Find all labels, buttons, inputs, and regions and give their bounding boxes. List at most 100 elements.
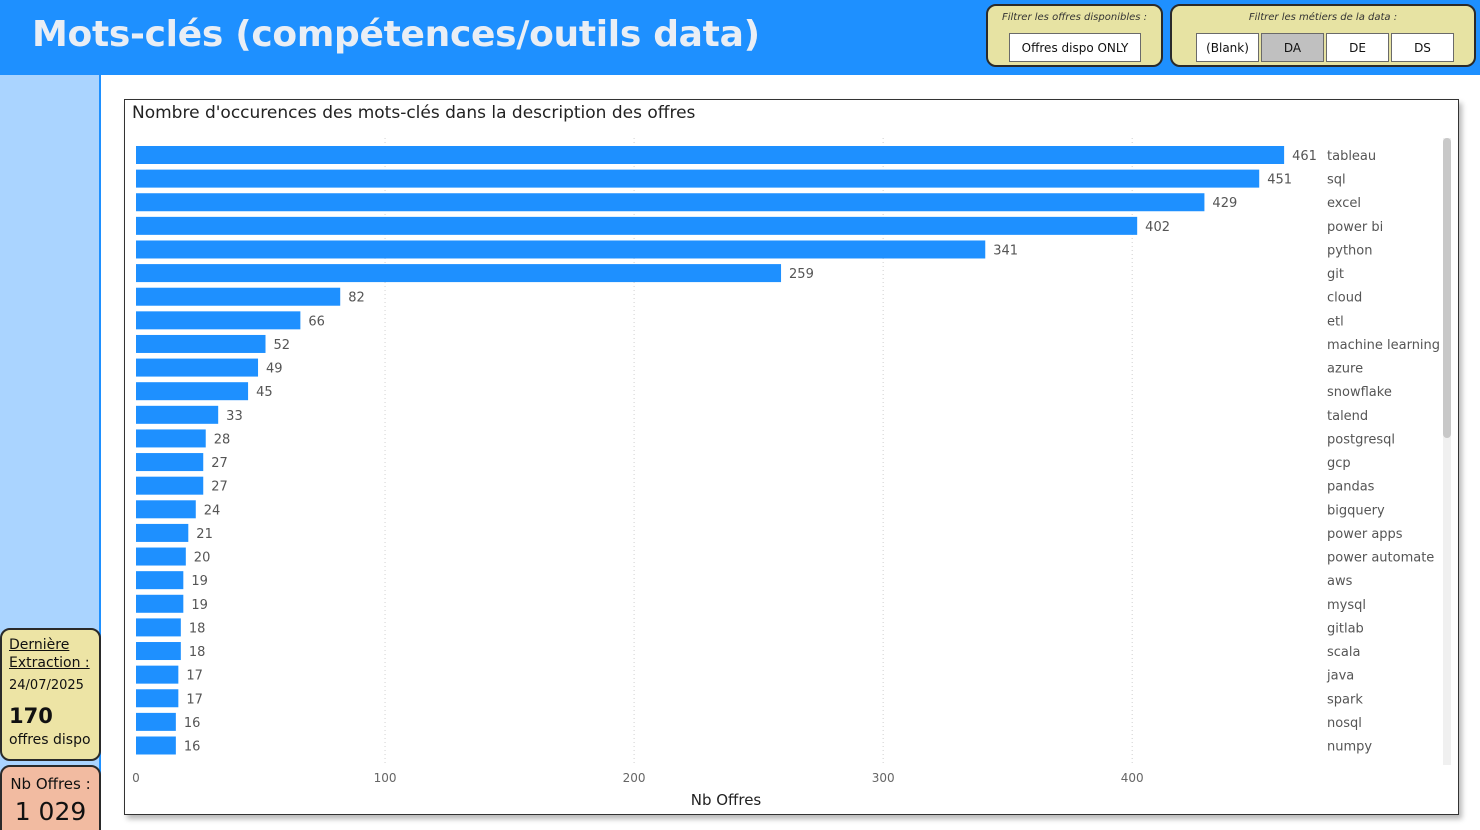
bar-value-label: 18 xyxy=(189,645,206,660)
bar-value-label: 27 xyxy=(211,480,228,495)
bar-value-label: 49 xyxy=(266,362,283,377)
bar-value-label: 19 xyxy=(191,598,208,613)
dispo-filter-title: Filtrer les offres disponibles : xyxy=(1001,12,1148,23)
category-label: power automate xyxy=(1327,551,1434,566)
bar-value-label: 341 xyxy=(993,243,1018,258)
bar-excel[interactable] xyxy=(136,193,1205,212)
x-tick-label: 100 xyxy=(374,771,397,785)
bar-python[interactable] xyxy=(136,240,986,259)
x-axis-title: Nb Offres xyxy=(691,791,762,809)
bar-gitlab[interactable] xyxy=(136,618,181,637)
extraction-date: 24/07/2025 xyxy=(9,678,84,693)
bar-value-label: 20 xyxy=(194,551,211,566)
extraction-card: Dernière Extraction : 24/07/2025 170 off… xyxy=(0,628,101,761)
bar-value-label: 27 xyxy=(211,456,228,471)
category-label: power bi xyxy=(1327,220,1383,235)
category-label: postgresql xyxy=(1327,432,1395,447)
metier-option-da[interactable]: DA xyxy=(1261,33,1324,62)
category-label: cloud xyxy=(1327,291,1362,306)
chart-labels: 461 tableau 451 sql 429 excel 402 power bi 341 py… xyxy=(184,149,1440,755)
bar-value-label: 16 xyxy=(184,740,201,755)
bar-value-label: 461 xyxy=(1292,149,1317,164)
bar-talend[interactable] xyxy=(136,405,219,424)
bar-azure[interactable] xyxy=(136,358,259,377)
chart-title: Nombre d'occurences des mots-clés dans l… xyxy=(132,103,696,123)
bar-value-label: 52 xyxy=(274,338,291,353)
bar-aws[interactable] xyxy=(136,571,184,590)
bar-power-bi[interactable] xyxy=(136,216,1138,235)
metier-option-de[interactable]: DE xyxy=(1326,33,1389,62)
category-label: spark xyxy=(1327,692,1363,707)
category-label: bigquery xyxy=(1327,503,1385,518)
bar-value-label: 259 xyxy=(789,267,814,282)
bar-value-label: 66 xyxy=(308,314,325,329)
bar-power-apps[interactable] xyxy=(136,523,189,542)
offres-dispo-label: offres dispo xyxy=(9,732,91,748)
category-label: excel xyxy=(1327,196,1361,211)
bar-pandas[interactable] xyxy=(136,476,204,495)
bar-value-label: 402 xyxy=(1145,220,1170,235)
category-label: power apps xyxy=(1327,527,1403,542)
offres-dispo-only-button[interactable]: Offres dispo ONLY xyxy=(1009,33,1141,62)
bar-value-label: 19 xyxy=(191,574,208,589)
x-tick-label: 300 xyxy=(872,771,895,785)
category-label: nosql xyxy=(1327,716,1362,731)
category-label: gitlab xyxy=(1327,621,1364,636)
bar-value-label: 33 xyxy=(226,409,243,424)
metiers-filter-panel: Filtrer les métiers de la data : (Blank)… xyxy=(1170,4,1476,67)
category-label: pandas xyxy=(1327,480,1375,495)
chart-scrollbar[interactable] xyxy=(1443,138,1451,765)
bar-value-label: 45 xyxy=(256,385,273,400)
bar-power-automate[interactable] xyxy=(136,547,186,566)
category-label: python xyxy=(1327,243,1372,258)
bar-value-label: 82 xyxy=(348,291,365,306)
category-label: gcp xyxy=(1327,456,1351,471)
bar-snowflake[interactable] xyxy=(136,382,249,401)
bar-value-label: 17 xyxy=(186,692,203,707)
category-label: numpy xyxy=(1327,740,1372,755)
bar-bigquery[interactable] xyxy=(136,500,196,519)
bar-value-label: 16 xyxy=(184,716,201,731)
dispo-filter-panel: Filtrer les offres disponibles : Offres … xyxy=(986,4,1163,67)
nb-offres-card: Nb Offres : 1 029 xyxy=(0,765,101,830)
chart-x-ticks: 0 100 200 300 400 xyxy=(132,771,1143,785)
bar-tableau[interactable] xyxy=(136,146,1285,164)
bar-spark[interactable] xyxy=(136,689,179,708)
bar-postgresql[interactable] xyxy=(136,429,206,448)
category-label: machine learning xyxy=(1327,338,1440,353)
bar-value-label: 451 xyxy=(1267,173,1292,188)
x-tick-label: 200 xyxy=(623,771,646,785)
bar-sql[interactable] xyxy=(136,169,1260,188)
category-label: git xyxy=(1327,267,1344,282)
bar-value-label: 24 xyxy=(204,503,221,518)
category-label: scala xyxy=(1327,645,1360,660)
category-label: etl xyxy=(1327,314,1344,329)
bar-value-label: 28 xyxy=(214,432,231,447)
keyword-chart-card: 461 tableau 451 sql 429 excel 402 power bi 341 py… xyxy=(124,99,1459,815)
bar-value-label: 429 xyxy=(1212,196,1237,211)
category-label: talend xyxy=(1327,409,1368,424)
bar-mysql[interactable] xyxy=(136,594,184,613)
bar-java[interactable] xyxy=(136,665,179,684)
bar-scala[interactable] xyxy=(136,642,181,661)
bar-cloud[interactable] xyxy=(136,287,341,306)
bar-value-label: 18 xyxy=(189,621,206,636)
category-label: snowflake xyxy=(1327,385,1392,400)
chart-bars xyxy=(136,146,1285,755)
metiers-filter-title: Filtrer les métiers de la data : xyxy=(1248,12,1398,23)
bar-value-label: 21 xyxy=(196,527,213,542)
category-label: azure xyxy=(1327,362,1363,377)
metier-option-ds[interactable]: DS xyxy=(1391,33,1454,62)
offres-dispo-count: 170 xyxy=(9,704,53,728)
bar-gcp[interactable] xyxy=(136,453,204,472)
header-bar: Mots-clés (compétences/outils data) Filt… xyxy=(0,0,1480,75)
bar-etl[interactable] xyxy=(136,311,301,330)
bar-machine-learning[interactable] xyxy=(136,334,266,353)
bar-git[interactable] xyxy=(136,264,782,283)
bar-numpy[interactable] xyxy=(136,736,176,755)
bar-nosql[interactable] xyxy=(136,712,176,731)
bar-value-label: 17 xyxy=(186,669,203,684)
keyword-bar-chart: 461 tableau 451 sql 429 excel 402 power bi 341 py… xyxy=(132,138,1440,809)
metier-option-blank[interactable]: (Blank) xyxy=(1196,33,1259,62)
chart-scrollbar-thumb[interactable] xyxy=(1443,138,1451,438)
